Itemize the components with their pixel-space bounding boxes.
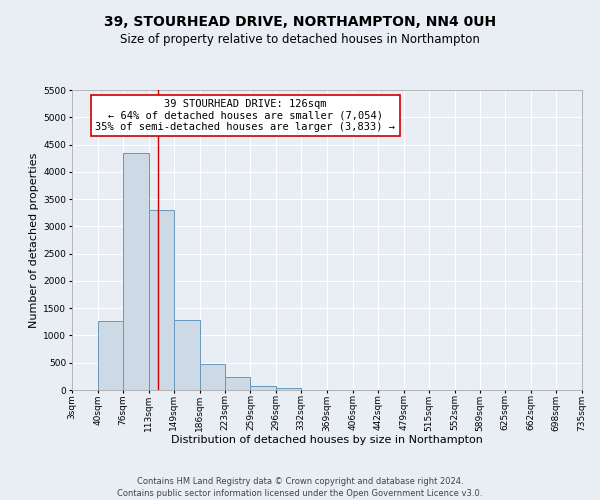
Bar: [199, 364, 225, 390]
Y-axis label: Number of detached properties: Number of detached properties: [29, 152, 39, 328]
Bar: [225, 378, 250, 390]
Bar: [276, 388, 301, 390]
Text: Contains HM Land Registry data © Crown copyright and database right 2024.
Contai: Contains HM Land Registry data © Crown c…: [118, 476, 482, 498]
Bar: [250, 386, 276, 390]
Text: 39, STOURHEAD DRIVE, NORTHAMPTON, NN4 0UH: 39, STOURHEAD DRIVE, NORTHAMPTON, NN4 0U…: [104, 15, 496, 29]
Text: 39 STOURHEAD DRIVE: 126sqm
← 64% of detached houses are smaller (7,054)
35% of s: 39 STOURHEAD DRIVE: 126sqm ← 64% of deta…: [95, 99, 395, 132]
Bar: [98, 320, 123, 390]
Bar: [149, 210, 174, 390]
Bar: [174, 320, 199, 390]
Text: Size of property relative to detached houses in Northampton: Size of property relative to detached ho…: [120, 32, 480, 46]
X-axis label: Distribution of detached houses by size in Northampton: Distribution of detached houses by size …: [171, 434, 483, 444]
Bar: [123, 152, 149, 390]
